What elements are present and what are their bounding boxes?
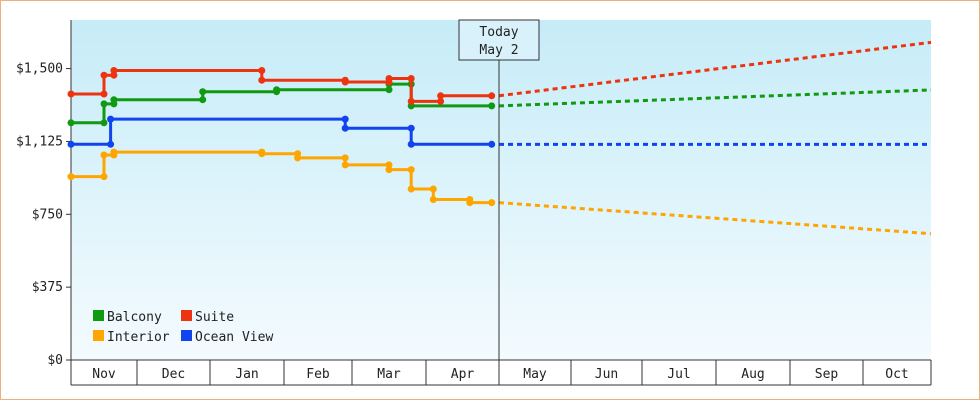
legend-swatch (93, 310, 104, 321)
x-axis: Nov Dec Jan Feb Mar Apr May Jun Jul Aug Sep Oct (70, 360, 932, 386)
x-tick-label: Apr (451, 367, 475, 382)
data-point (385, 86, 393, 94)
data-point (100, 90, 108, 98)
data-point (107, 140, 115, 148)
x-tick-label: Mar (377, 367, 401, 382)
data-point (341, 161, 349, 169)
legend-swatch (181, 330, 192, 341)
x-tick-label: Aug (741, 367, 764, 382)
data-point (110, 148, 118, 156)
today-label-box (458, 19, 540, 61)
x-tick-label: Nov (92, 367, 116, 382)
data-point (437, 97, 445, 105)
data-point (385, 166, 393, 174)
x-tick-label: Jul (667, 367, 690, 382)
data-point (100, 119, 108, 127)
legend-swatch (93, 330, 104, 341)
data-point (407, 140, 415, 148)
x-tick-label: Feb (306, 367, 330, 382)
y-tick-label: $750 (32, 207, 63, 222)
legend: Balcony Suite Interior Ocean View (93, 310, 273, 345)
y-tick-label: $375 (32, 280, 63, 295)
x-tick-label: Jan (235, 367, 258, 382)
data-point (341, 154, 349, 162)
y-tick-label: $1,500 (16, 62, 63, 77)
today-label-line2: May 2 (479, 43, 518, 58)
data-point (100, 151, 108, 159)
data-point (385, 75, 393, 82)
data-point (100, 173, 108, 181)
series-line-forecast (498, 88, 932, 108)
data-point (258, 67, 266, 74)
data-point (67, 140, 75, 148)
data-point (273, 86, 281, 94)
data-point (199, 88, 207, 96)
x-tick-label: Oct (885, 367, 908, 382)
data-point (437, 92, 445, 100)
data-point (110, 67, 118, 74)
data-point (488, 140, 496, 148)
y-axis-labels: $0 $375 $750 $1,125 $1,500 (16, 62, 63, 368)
x-tick-label: May (523, 367, 547, 382)
series-line-forecast (498, 40, 932, 98)
legend-label: Ocean View (195, 330, 273, 345)
x-tick-label: Sep (815, 367, 839, 382)
x-tick-label: Dec (162, 367, 185, 382)
data-point (67, 173, 75, 181)
data-point (341, 124, 349, 132)
data-point (199, 96, 207, 104)
data-point (488, 92, 496, 100)
today-label-line1: Today (479, 25, 518, 40)
y-tick-label: $1,125 (16, 134, 63, 149)
y-tick-label: $0 (47, 353, 63, 368)
x-tick-label: Jun (595, 367, 618, 382)
data-point (107, 115, 115, 123)
data-point (488, 199, 496, 207)
plot-area (71, 20, 931, 360)
data-point (407, 166, 415, 174)
data-point (429, 196, 437, 203)
data-point (67, 90, 75, 98)
data-point (258, 76, 266, 84)
data-point (407, 75, 415, 82)
legend-label: Balcony (107, 310, 162, 325)
data-point (110, 96, 118, 104)
data-point (341, 115, 349, 123)
today-marker: Today May 2 (458, 19, 540, 360)
data-point (407, 185, 415, 193)
data-point (407, 124, 415, 132)
data-point (407, 97, 415, 105)
series-line-forecast (498, 201, 932, 236)
data-point (488, 102, 496, 110)
legend-swatch (181, 310, 192, 321)
data-point (100, 100, 108, 108)
legend-label: Suite (195, 310, 234, 325)
data-point (341, 78, 349, 86)
data-point (100, 71, 108, 79)
series-layer (67, 40, 932, 236)
data-point (466, 199, 474, 207)
data-point (429, 185, 437, 193)
data-point (258, 150, 266, 158)
data-point (67, 119, 75, 127)
legend-label: Interior (107, 330, 170, 345)
data-point (294, 154, 302, 162)
